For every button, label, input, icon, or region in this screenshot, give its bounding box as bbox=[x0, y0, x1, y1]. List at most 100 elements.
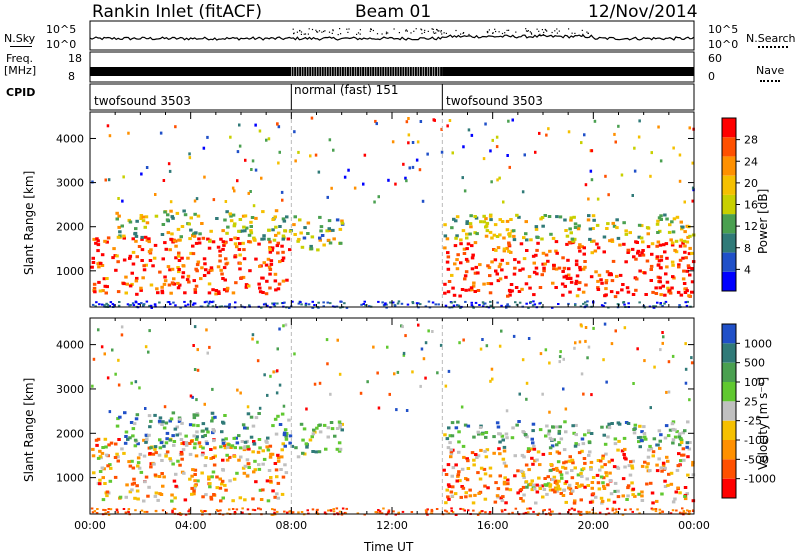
data-cell-velocity bbox=[193, 325, 197, 329]
data-cell-velocity bbox=[667, 360, 671, 364]
data-cell-velocity bbox=[544, 483, 549, 487]
data-cell-power bbox=[194, 267, 198, 271]
data-cell-power bbox=[512, 272, 517, 276]
data-cell-power bbox=[145, 300, 149, 303]
data-cell-velocity bbox=[120, 325, 124, 329]
data-cell-velocity bbox=[681, 447, 686, 451]
data-cell-power bbox=[396, 302, 400, 305]
power-colorbar-tick-label: 24 bbox=[744, 155, 758, 168]
data-cell-power bbox=[451, 286, 455, 290]
data-cell-power bbox=[560, 282, 565, 286]
data-cell-velocity bbox=[188, 477, 192, 481]
data-cell-velocity bbox=[161, 484, 165, 488]
data-cell-power bbox=[316, 248, 320, 252]
data-cell-velocity bbox=[204, 510, 208, 513]
data-cell-power bbox=[555, 251, 559, 255]
data-cell-power bbox=[545, 133, 548, 137]
data-cell-velocity bbox=[446, 463, 451, 467]
data-cell-velocity bbox=[96, 508, 99, 510]
data-cell-power bbox=[506, 294, 510, 298]
data-cell-velocity bbox=[190, 486, 194, 490]
data-cell-power bbox=[280, 190, 284, 194]
data-cell-power bbox=[578, 268, 583, 272]
data-cell-power bbox=[527, 307, 530, 309]
nsearch-point bbox=[556, 32, 558, 34]
data-cell-velocity bbox=[136, 442, 140, 446]
data-cell-velocity bbox=[682, 453, 686, 457]
data-cell-velocity bbox=[105, 490, 110, 494]
data-cell-power bbox=[469, 214, 473, 218]
data-cell-velocity bbox=[623, 447, 627, 451]
data-cell-power bbox=[92, 286, 97, 290]
data-cell-velocity bbox=[164, 453, 168, 456]
data-cell-velocity bbox=[543, 477, 547, 480]
data-cell-velocity bbox=[165, 437, 169, 441]
data-cell-power bbox=[502, 236, 506, 240]
data-cell-power bbox=[193, 288, 197, 292]
data-cell-power bbox=[318, 236, 322, 240]
data-cell-power bbox=[596, 286, 600, 290]
data-cell-velocity bbox=[468, 494, 473, 498]
data-cell-velocity bbox=[675, 430, 679, 434]
data-cell-velocity bbox=[259, 498, 264, 501]
data-cell-velocity bbox=[541, 495, 545, 499]
data-cell-velocity bbox=[131, 466, 136, 470]
nsearch-point bbox=[303, 33, 305, 35]
data-cell-power bbox=[578, 249, 582, 253]
data-cell-power bbox=[669, 238, 673, 242]
data-cell-velocity bbox=[505, 487, 509, 491]
nsearch-point bbox=[385, 33, 387, 35]
data-cell-power bbox=[687, 294, 691, 298]
data-cell-velocity bbox=[602, 487, 607, 490]
data-cell-power bbox=[176, 286, 181, 290]
data-cell-velocity bbox=[283, 463, 287, 467]
data-cell-power bbox=[144, 263, 148, 267]
data-cell-velocity bbox=[279, 468, 283, 471]
nsearch-legend-line bbox=[758, 46, 788, 48]
power-colorbar-tick-label: 4 bbox=[744, 263, 751, 276]
x-tick-label: 20:00 bbox=[577, 519, 609, 532]
data-cell-power bbox=[177, 238, 181, 242]
data-cell-power bbox=[616, 303, 620, 306]
data-cell-power bbox=[202, 274, 207, 277]
data-cell-power bbox=[464, 288, 468, 292]
data-cell-power bbox=[652, 305, 655, 308]
data-cell-power bbox=[529, 301, 532, 303]
data-cell-velocity bbox=[388, 392, 391, 396]
data-cell-velocity bbox=[476, 471, 480, 475]
x-tick-label: 00:00 bbox=[74, 519, 106, 532]
data-cell-power bbox=[581, 290, 586, 294]
nsearch-point bbox=[438, 30, 440, 32]
data-cell-power bbox=[509, 218, 513, 221]
data-cell-power bbox=[262, 234, 266, 238]
data-cell-velocity bbox=[585, 477, 589, 481]
data-cell-velocity bbox=[667, 390, 671, 394]
data-cell-velocity bbox=[567, 459, 572, 463]
data-cell-power bbox=[534, 253, 538, 257]
data-cell-velocity bbox=[128, 436, 132, 440]
data-cell-velocity bbox=[170, 493, 174, 497]
data-cell-velocity bbox=[533, 459, 537, 463]
data-cell-velocity bbox=[178, 432, 182, 436]
nsearch-point bbox=[501, 32, 504, 35]
data-cell-power bbox=[532, 270, 537, 274]
data-cell-velocity bbox=[245, 474, 250, 478]
data-cell-power bbox=[572, 215, 576, 219]
data-cell-power bbox=[590, 149, 594, 153]
data-cell-velocity bbox=[212, 463, 217, 467]
data-cell-velocity bbox=[392, 510, 395, 513]
data-cell-power bbox=[473, 215, 477, 218]
data-cell-power bbox=[168, 169, 172, 173]
data-cell-power bbox=[659, 159, 663, 163]
data-cell-power bbox=[447, 280, 452, 283]
data-cell-velocity bbox=[603, 442, 608, 446]
data-cell-power bbox=[174, 244, 178, 248]
data-cell-power bbox=[484, 302, 487, 305]
data-cell-velocity bbox=[683, 429, 687, 433]
nsearch-point bbox=[440, 30, 442, 32]
data-cell-power bbox=[677, 265, 681, 269]
data-cell-velocity bbox=[531, 441, 535, 445]
data-cell-power bbox=[637, 223, 642, 227]
data-cell-velocity bbox=[181, 448, 186, 452]
data-cell-power bbox=[500, 268, 504, 272]
